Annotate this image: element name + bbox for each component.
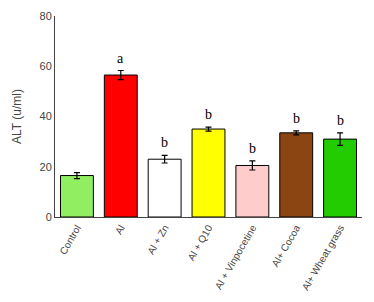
svg-text:ALT (u/ml): ALT (u/ml) <box>10 89 24 144</box>
svg-text:b: b <box>161 135 168 150</box>
svg-text:Al: Al <box>113 223 127 236</box>
svg-text:b: b <box>293 111 300 126</box>
svg-text:Al + Q10: Al + Q10 <box>185 223 214 263</box>
svg-text:Control: Control <box>57 223 83 256</box>
svg-text:Al+ Cocoa: Al+ Cocoa <box>270 223 303 269</box>
svg-text:b: b <box>205 107 212 122</box>
svg-text:40: 40 <box>40 110 52 122</box>
svg-text:80: 80 <box>40 10 52 22</box>
svg-text:60: 60 <box>40 60 52 72</box>
svg-text:Al + Vinpocetine: Al + Vinpocetine <box>213 223 259 292</box>
svg-text:b: b <box>337 113 344 128</box>
svg-text:Al + Zn: Al + Zn <box>145 223 171 256</box>
svg-text:0: 0 <box>46 211 52 223</box>
svg-text:Al+ Wheat grass: Al+ Wheat grass <box>300 223 346 292</box>
svg-text:b: b <box>249 141 256 156</box>
svg-text:20: 20 <box>40 161 52 173</box>
svg-text:a: a <box>117 51 124 66</box>
